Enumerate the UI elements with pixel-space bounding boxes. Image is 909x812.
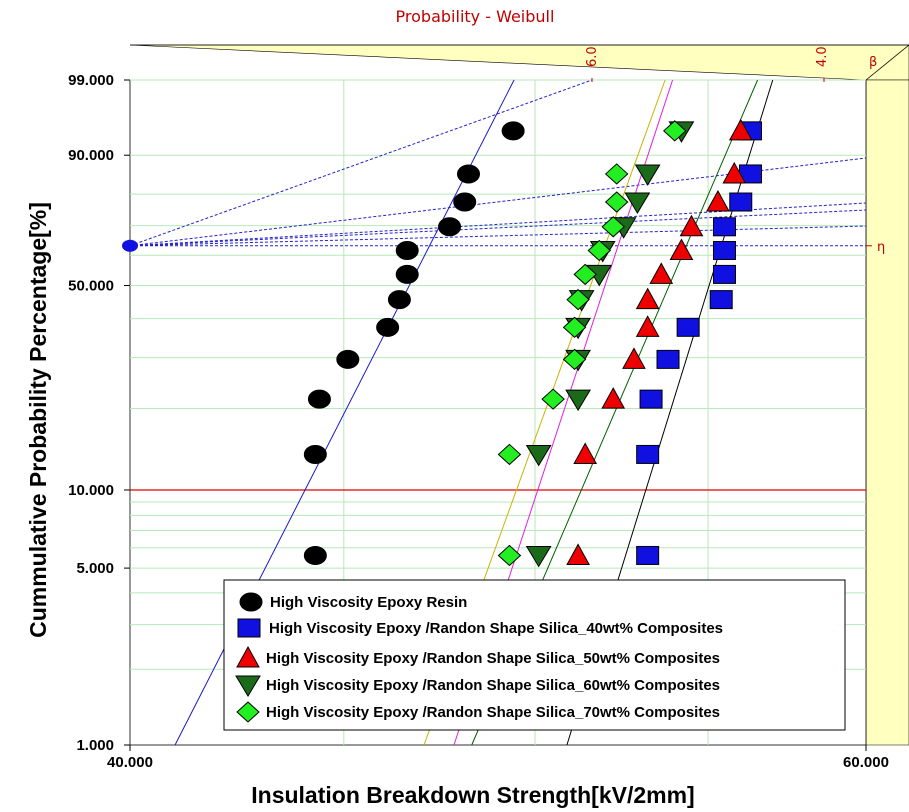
legend-marker — [236, 645, 260, 668]
plot-frame-top — [129, 44, 909, 81]
data-point-series-4 — [634, 164, 661, 186]
data-point-series-4 — [565, 389, 591, 412]
data-point-series-3 — [728, 118, 753, 141]
data-point-series-5 — [604, 163, 629, 185]
data-point-series-5 — [497, 544, 522, 567]
beta-line — [129, 225, 867, 247]
legend-label: High Viscosity Epoxy /Randon Shape Silic… — [269, 620, 723, 637]
y-tick-label: 99.000 — [68, 72, 114, 89]
data-point-series-2 — [676, 317, 700, 337]
x-axis-title: Insulation Breakdown Strength[kV/2mm] — [251, 782, 694, 808]
data-point-series-3 — [635, 315, 660, 337]
legend-label: High Viscosity Epoxy /Randon Shape Silic… — [266, 704, 720, 721]
beta-scale-label: 4.0 — [815, 46, 830, 67]
beta-line — [129, 202, 867, 247]
data-point-series-5 — [562, 316, 587, 338]
data-point-series-3 — [635, 287, 660, 310]
data-point-series-5 — [562, 348, 587, 371]
data-point-series-2 — [636, 444, 660, 464]
data-point-series-2 — [712, 217, 736, 237]
data-point-series-5 — [601, 216, 625, 238]
data-point-series-2 — [639, 389, 663, 409]
data-points — [303, 118, 762, 568]
y-axis-title: Cummulative Probability Percentage[%] — [25, 202, 51, 638]
legend-label: High Viscosity Epoxy /Randon Shape Silic… — [266, 677, 720, 694]
data-point-series-3 — [649, 262, 674, 284]
data-point-series-3 — [722, 161, 747, 184]
data-point-series-3 — [573, 442, 598, 464]
y-tick-label: 1.000 — [76, 737, 114, 754]
data-point-series-1 — [336, 349, 360, 369]
data-point-series-1 — [303, 444, 327, 464]
data-point-series-3 — [679, 214, 704, 237]
data-point-series-3 — [601, 387, 626, 409]
legend-marker — [239, 592, 263, 612]
axis-ticks: 99.000 90.000 50.000 10.000 5.000 1.00040.000… — [68, 72, 889, 771]
data-point-series-4 — [624, 192, 651, 214]
data-point-series-2 — [712, 241, 736, 261]
data-point-series-1 — [453, 192, 477, 212]
beta-scale-label: β — [869, 55, 877, 70]
beta-scale-label: 6.0 — [585, 46, 600, 67]
data-point-series-4 — [525, 444, 552, 467]
data-point-series-3 — [622, 347, 646, 369]
data-point-series-4 — [525, 545, 552, 568]
y-tick-label: 5.000 — [76, 560, 114, 577]
eta-label: η — [877, 240, 885, 255]
beta-line — [129, 209, 867, 247]
plot-frame-right — [865, 79, 909, 746]
legend-label: High Viscosity Epoxy Resin — [270, 594, 467, 611]
y-tick-label: 10.000 — [68, 482, 114, 499]
data-point-series-5 — [497, 443, 522, 466]
data-point-series-1 — [376, 317, 400, 337]
y-tick-label: 90.000 — [68, 147, 114, 164]
beta-line — [129, 79, 593, 247]
data-point-series-1 — [395, 241, 419, 261]
chart-title: Probability - Weibull — [396, 7, 555, 26]
x-tick-label: 40.000 — [107, 754, 153, 771]
data-point-series-2 — [656, 349, 680, 369]
grid — [130, 79, 866, 745]
legend-marker — [236, 701, 260, 723]
data-point-series-1 — [307, 389, 331, 409]
data-point-series-1 — [501, 121, 525, 141]
data-point-series-2 — [636, 545, 660, 565]
data-point-series-1 — [303, 545, 327, 565]
legend-marker — [235, 675, 261, 697]
data-point-series-1 — [438, 217, 462, 237]
data-point-series-1 — [395, 264, 419, 284]
legend: High Viscosity Epoxy Resin High Viscosity… — [223, 579, 846, 731]
data-point-series-2 — [712, 264, 736, 284]
data-point-series-5 — [604, 191, 629, 213]
legend-label: High Viscosity Epoxy /Randon Shape Silic… — [266, 650, 720, 667]
data-point-series-5 — [573, 263, 597, 286]
data-point-series-5 — [587, 239, 611, 262]
data-point-series-2 — [709, 290, 733, 310]
data-point-series-2 — [729, 192, 753, 212]
data-point-series-1 — [456, 164, 480, 184]
data-point-series-5 — [541, 388, 565, 410]
x-tick-label: 60.000 — [843, 754, 889, 771]
data-point-series-3 — [669, 238, 694, 261]
legend-box — [223, 579, 846, 731]
data-point-series-3 — [566, 543, 590, 565]
y-tick-label: 50.000 — [68, 278, 114, 295]
eta-pivot-point — [122, 239, 138, 252]
legend-marker — [237, 618, 261, 638]
data-point-series-5 — [566, 288, 590, 311]
data-point-series-1 — [387, 290, 411, 310]
data-point-series-5 — [663, 120, 687, 142]
data-point-series-3 — [706, 189, 730, 212]
